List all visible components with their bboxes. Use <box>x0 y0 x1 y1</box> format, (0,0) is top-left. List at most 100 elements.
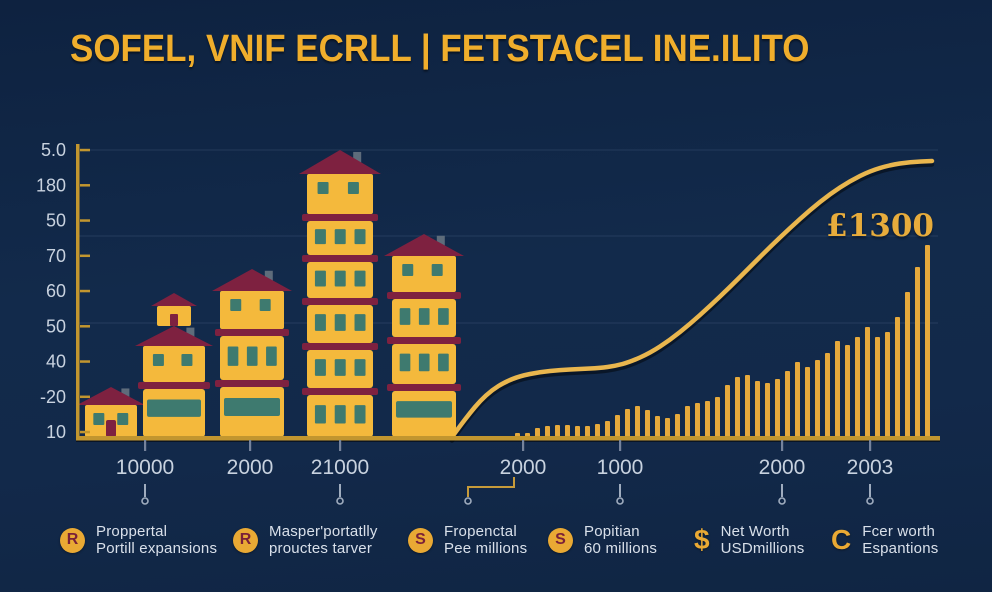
y-tick <box>80 395 90 399</box>
stat-line1: Fcer worth <box>862 523 936 540</box>
y-axis-label: 10 <box>46 422 66 442</box>
spark-bar <box>795 362 800 437</box>
y-axis-label: 40 <box>46 352 66 372</box>
pin-head <box>141 497 149 505</box>
building-part <box>387 292 461 299</box>
stat-text: Popitian 60 millions <box>584 523 657 557</box>
pin-head <box>336 497 344 505</box>
spark-bar <box>825 353 830 437</box>
stat-line1: Popitian <box>584 523 640 540</box>
page-title: SOFEL, VNIF ECRLL | FETSTACEL INE.ILITO <box>70 28 810 70</box>
building-4 <box>299 150 381 437</box>
stat-line2: Portill expansions <box>96 540 218 557</box>
spark-bar <box>875 337 880 437</box>
spark-bar <box>895 317 900 437</box>
x-tick <box>781 440 784 451</box>
spark-bar <box>745 375 750 437</box>
x-axis-label: 10000 <box>116 456 174 479</box>
roof <box>384 234 464 256</box>
building-part <box>302 255 378 262</box>
building-part <box>354 229 366 245</box>
building-part <box>334 229 346 245</box>
building-part <box>314 405 326 424</box>
spark-bar <box>905 292 910 437</box>
badge-s-icon: S <box>548 527 573 553</box>
spark-bar <box>675 414 680 437</box>
stat-line1: Masper'portatlly <box>269 523 378 540</box>
building-part <box>354 405 366 424</box>
spark-bar <box>735 377 740 437</box>
y-tick <box>80 360 90 363</box>
roof <box>77 387 145 405</box>
curve-value-label: £1300 <box>826 208 934 244</box>
building-part <box>215 329 289 336</box>
building-part <box>93 413 105 425</box>
spark-bar <box>615 415 620 437</box>
spark-bar <box>535 428 540 437</box>
building-part <box>224 398 280 416</box>
spark-bar <box>865 327 870 437</box>
y-axis-line <box>76 144 80 439</box>
x-tick <box>869 440 872 451</box>
building-part <box>314 359 326 376</box>
building-part <box>220 291 284 329</box>
building-part <box>387 337 461 344</box>
building-part <box>266 346 277 366</box>
y-axis-label: 180 <box>36 175 66 195</box>
stat-text: Net Worth USDmillions <box>721 523 805 557</box>
building-part <box>117 413 129 425</box>
spark-bar <box>885 332 890 437</box>
glyph-c-icon: C <box>831 524 852 555</box>
y-tick <box>80 219 90 222</box>
spark-bar <box>785 371 790 437</box>
stat-text: Fcer worth Espantions <box>862 523 938 557</box>
building-part <box>302 214 378 221</box>
building-part <box>392 256 456 292</box>
spark-bar <box>625 409 630 437</box>
small-roof <box>151 293 197 306</box>
stat-line2: Pee millions <box>444 540 528 557</box>
building-part <box>181 354 193 366</box>
stat-line2: 60 millions <box>584 540 658 557</box>
x-axis-label: 1000 <box>597 456 644 479</box>
stat-item-4: S Popitian 60 millions <box>548 521 657 559</box>
building-part <box>396 401 452 418</box>
spark-bar <box>815 360 820 437</box>
stat-line2: prouctes tarver <box>269 540 373 557</box>
stat-item-5: $ Net Worth USDmillions <box>694 521 804 559</box>
building-part <box>143 346 205 382</box>
stat-line2: USDmillions <box>720 540 805 557</box>
curve-shadow <box>449 162 935 443</box>
pin-head <box>866 497 874 505</box>
building-part <box>402 264 414 276</box>
stat-text: Proppertal Portill expansions <box>96 523 217 557</box>
building-part <box>302 343 378 350</box>
spark-bar <box>575 426 580 437</box>
x-tick <box>619 440 622 451</box>
spark-bar <box>645 410 650 437</box>
spark-bar <box>655 416 660 437</box>
x-tick <box>144 440 147 451</box>
stat-line1: Net Worth <box>720 523 790 540</box>
spark-bar <box>765 383 770 437</box>
spark-bar <box>755 381 760 437</box>
glyph-dollar-icon: $ <box>694 524 710 555</box>
building-part <box>152 354 164 366</box>
building-part <box>106 420 116 437</box>
x-axis-label: 2003 <box>847 456 894 479</box>
y-axis-label: 5.0 <box>41 140 66 160</box>
building-part <box>259 299 271 311</box>
stat-line1: Fropenctal <box>444 523 517 540</box>
y-tick <box>80 184 90 187</box>
building-part <box>387 384 461 391</box>
building-part <box>246 346 258 366</box>
building-part <box>418 353 430 372</box>
roof <box>135 326 213 346</box>
spark-bar <box>845 345 850 437</box>
y-tick <box>80 430 90 434</box>
x-axis-label: 21000 <box>311 456 369 479</box>
stat-item-1: R Proppertal Portill expansions <box>60 521 217 559</box>
building-part <box>438 353 449 372</box>
